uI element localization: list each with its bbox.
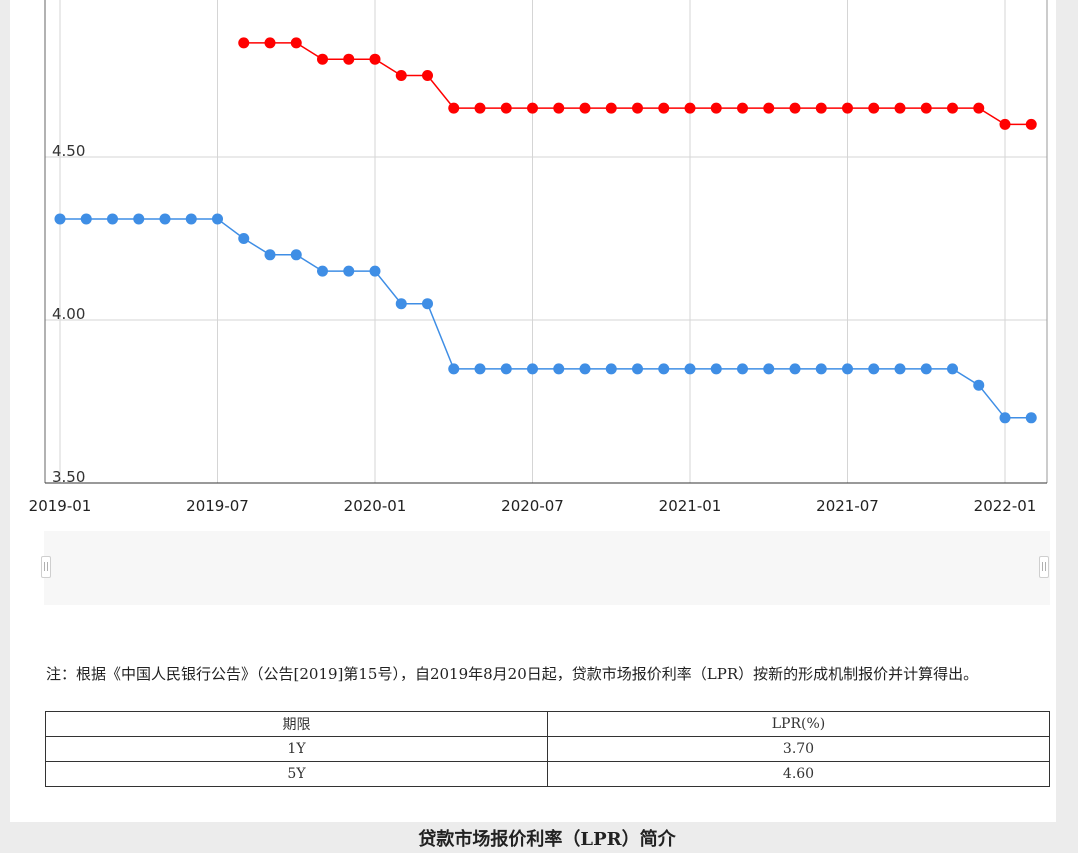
data-point[interactable] [185,213,197,225]
chart-series [54,37,1037,424]
chart-grid [45,0,1047,483]
data-point[interactable] [527,363,538,375]
data-point[interactable] [789,363,801,375]
data-point[interactable] [999,118,1011,130]
data-point[interactable] [290,249,302,261]
data-point[interactable] [999,412,1011,424]
data-point[interactable] [710,363,722,375]
data-point[interactable] [947,363,958,375]
section-title: 贷款市场报价利率（LPR）简介 [418,829,676,850]
data-point[interactable] [737,102,748,114]
data-point[interactable] [448,102,460,114]
data-point[interactable] [1025,118,1037,130]
data-point[interactable] [317,53,328,65]
table-cell-term: 5Y [45,761,548,787]
data-point[interactable] [395,298,407,310]
data-point[interactable] [920,363,932,375]
data-point[interactable] [894,102,906,114]
lpr-line-chart: 3.50 4.00 4.50 2019-01 2019-07 2020-01 2020-07… [29,0,1048,515]
data-point[interactable] [920,102,932,114]
data-point[interactable] [658,102,670,114]
data-point[interactable] [763,363,775,375]
data-point[interactable] [973,379,985,391]
x-tick-label: 2020-01 [344,497,407,515]
data-point[interactable] [395,70,407,81]
y-tick-label: 4.50 [52,142,85,160]
data-point[interactable] [159,213,171,225]
data-point[interactable] [553,363,565,375]
data-point[interactable] [579,102,591,114]
data-point[interactable] [500,363,512,375]
data-point[interactable] [527,102,538,114]
data-point[interactable] [763,102,775,114]
table-header-lpr: LPR(%) [547,711,1050,737]
data-point[interactable] [789,102,801,114]
table-cell-term: 1Y [45,736,548,762]
data-point[interactable] [448,363,460,375]
data-point[interactable] [500,102,512,114]
data-point[interactable] [842,363,853,375]
table-row: 5Y 4.60 [45,761,1050,787]
data-point[interactable] [973,102,985,114]
x-tick-label: 2021-01 [659,497,722,515]
data-point[interactable] [80,213,92,225]
data-point[interactable] [212,213,223,225]
lpr-table: 期限 LPR(%) 1Y 3.70 5Y 4.60 [45,711,1050,787]
data-point[interactable] [317,265,328,277]
data-point[interactable] [815,363,827,375]
data-point[interactable] [868,102,880,114]
zoom-handle-left[interactable]: || [41,556,51,578]
data-point[interactable] [343,53,355,65]
data-point[interactable] [605,363,617,375]
data-point[interactable] [422,298,433,310]
data-point[interactable] [605,102,617,114]
data-point[interactable] [894,363,906,375]
table-cell-rate: 3.70 [547,736,1050,762]
data-point[interactable] [107,213,118,225]
y-tick-label: 3.50 [52,468,85,486]
series-line-1 [60,218,1032,419]
table-cell-rate: 4.60 [547,761,1050,787]
data-point[interactable] [658,363,670,375]
data-point[interactable] [553,102,565,114]
data-point[interactable] [422,70,433,81]
data-point[interactable] [632,102,643,114]
x-tick-label: 2020-07 [501,497,564,515]
data-point[interactable] [710,102,722,114]
data-point[interactable] [632,363,643,375]
chart-note: 注：根据《中国人民银行公告》（公告[2019]第15号），自2019年8月20日… [46,665,979,683]
data-point[interactable] [238,37,250,49]
data-point[interactable] [133,213,145,225]
x-tick-label: 2019-07 [186,497,249,515]
data-point[interactable] [264,37,276,49]
data-point[interactable] [842,102,853,114]
data-point[interactable] [369,265,381,277]
table-header-term: 期限 [45,711,548,737]
data-point[interactable] [868,363,880,375]
chart-axes: 3.50 4.00 4.50 2019-01 2019-07 2020-01 2020-07… [29,0,1048,515]
y-tick-label: 4.00 [52,305,85,323]
data-point[interactable] [290,37,302,49]
x-tick-label: 2021-07 [816,497,879,515]
table-row: 1Y 3.70 [45,736,1050,762]
data-point[interactable] [343,265,355,277]
x-tick-label: 2019-01 [29,497,92,515]
x-tick-label: 2022-01 [974,497,1037,515]
data-point[interactable] [369,53,381,65]
data-point[interactable] [684,363,696,375]
data-point[interactable] [737,363,748,375]
data-point[interactable] [54,213,66,225]
zoom-handle-right[interactable]: || [1039,556,1049,578]
data-point[interactable] [264,249,276,261]
data-point[interactable] [815,102,827,114]
data-point[interactable] [474,363,486,375]
data-point[interactable] [1025,412,1037,424]
table-header-row: 期限 LPR(%) [45,711,1050,737]
zoom-scrollbar[interactable] [44,531,1050,605]
data-point[interactable] [579,363,591,375]
data-point[interactable] [238,233,250,244]
data-point[interactable] [684,102,696,114]
data-point[interactable] [474,102,486,114]
data-point[interactable] [947,102,958,114]
